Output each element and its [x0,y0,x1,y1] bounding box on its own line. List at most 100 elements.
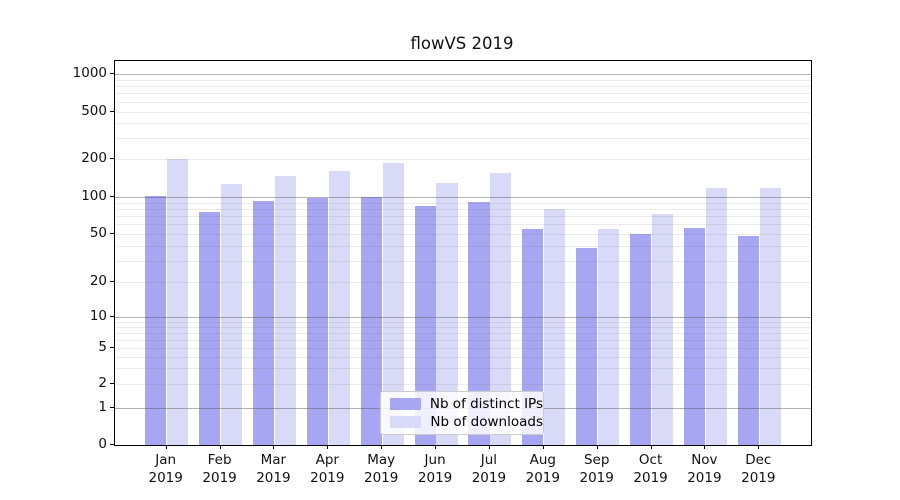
y-tick-label: 50 [89,224,107,241]
bar-distinct-ips-feb [199,211,221,445]
bar-downloads-oct [651,213,674,445]
bar-downloads-jul [490,172,512,445]
x-tick-label-jul: Jul 2019 [471,452,507,486]
x-tick-label-oct: Oct 2019 [633,452,668,486]
bar-distinct-ips-sep [576,248,598,445]
x-tick-mark [435,445,437,449]
bar-downloads-apr [328,170,350,445]
bar-downloads-sep [598,228,620,445]
y-tick-label: 1 [98,398,107,415]
plot-area [114,60,812,446]
bar-downloads-feb [220,183,243,445]
x-tick-label-may: May 2019 [364,452,399,486]
gridline-minor [115,215,811,217]
y-tick-mark [110,347,114,349]
gridline-major [115,197,811,198]
gridline-minor [115,321,811,323]
gridline-minor [115,357,811,359]
x-tick-mark [596,445,598,449]
gridline-minor [115,233,811,235]
y-tick-mark [110,232,114,234]
x-tick-mark [488,445,490,449]
x-tick-label-dec: Dec 2019 [741,452,776,486]
y-tick-label: 2 [98,375,107,392]
y-tick-label: 20 [89,273,107,289]
bar-distinct-ips-jun [414,205,436,445]
x-tick-label-nov: Nov 2019 [687,452,722,486]
legend-item-downloads: Nb of downloads [390,414,543,430]
gridline-major [115,317,811,318]
x-tick-label-feb: Feb 2019 [202,452,237,486]
y-tick-label: 200 [81,150,107,167]
gridline-minor [115,111,811,113]
x-tick-mark [542,445,544,449]
x-tick-label-jan: Jan 2019 [148,452,183,486]
gridline-minor [115,260,811,262]
gridline-minor [115,101,811,103]
bar-distinct-ips-jul [468,202,490,445]
x-tick-mark [704,445,706,449]
gridline-minor [115,348,811,350]
x-tick-label-sep: Sep 2019 [579,452,614,486]
x-tick-label-mar: Mar 2019 [256,452,291,486]
gridline-minor [115,340,811,342]
legend-item-distinct-ips: Nb of distinct IPs [390,396,543,412]
bar-downloads-aug [544,208,566,445]
y-tick-label: 5 [98,339,107,356]
y-tick-label: 500 [81,102,107,119]
y-tick-label: 1000 [72,64,107,81]
x-tick-mark [327,445,329,449]
y-tick-mark [110,383,114,385]
y-tick-label: 100 [81,188,107,204]
x-tick-mark [273,445,275,449]
bar-distinct-ips-aug [522,228,544,445]
legend-swatch-downloads [390,416,422,428]
bar-distinct-ips-dec [737,235,759,445]
x-tick-label-aug: Aug 2019 [525,452,560,486]
legend-label-distinct-ips: Nb of distinct IPs [429,396,543,412]
gridline-minor [115,202,811,204]
bar-distinct-ips-apr [306,198,328,445]
y-tick-label: 0 [98,436,107,452]
bar-downloads-mar [274,176,296,445]
y-tick-label: 10 [89,308,107,324]
y-tick-mark [110,316,114,317]
bar-downloads-jun [436,182,458,445]
gridline-minor [115,79,811,81]
legend: Nb of distinct IPs Nb of downloads [380,391,544,435]
bar-distinct-ips-nov [683,227,706,445]
gridline-minor [115,282,811,283]
bar-downloads-nov [705,187,727,445]
y-tick-mark [110,281,114,282]
gridline-minor [115,384,811,386]
gridline-minor [115,138,811,140]
x-tick-label-apr: Apr 2019 [310,452,345,486]
gridline-minor [115,208,811,210]
gridline-minor [115,333,811,335]
gridline-minor [115,224,811,225]
gridline-minor [115,85,811,87]
y-tick-mark [110,406,114,408]
bar-downloads-dec [759,187,781,445]
bar-downloads-jan [167,159,189,445]
gridline-minor [115,368,811,370]
chart-title: flowVS 2019 [410,34,514,53]
bar-distinct-ips-oct [630,233,652,445]
gridline-major [115,73,811,75]
x-tick-label-jun: Jun 2019 [417,452,453,486]
bar-distinct-ips-mar [252,201,275,445]
gridline-minor [115,159,811,161]
x-tick-mark [219,445,221,449]
y-tick-mark [110,444,114,445]
bar-distinct-ips-jan [145,195,167,445]
x-tick-mark [165,445,167,449]
legend-swatch-distinct-ips [390,398,421,410]
bar-distinct-ips-may [360,197,382,445]
x-tick-mark [381,445,383,449]
y-tick-mark [110,72,114,74]
x-tick-mark [650,445,652,449]
gridline-minor [115,327,811,329]
gridline-minor [115,245,811,247]
bar-downloads-may [382,163,404,445]
